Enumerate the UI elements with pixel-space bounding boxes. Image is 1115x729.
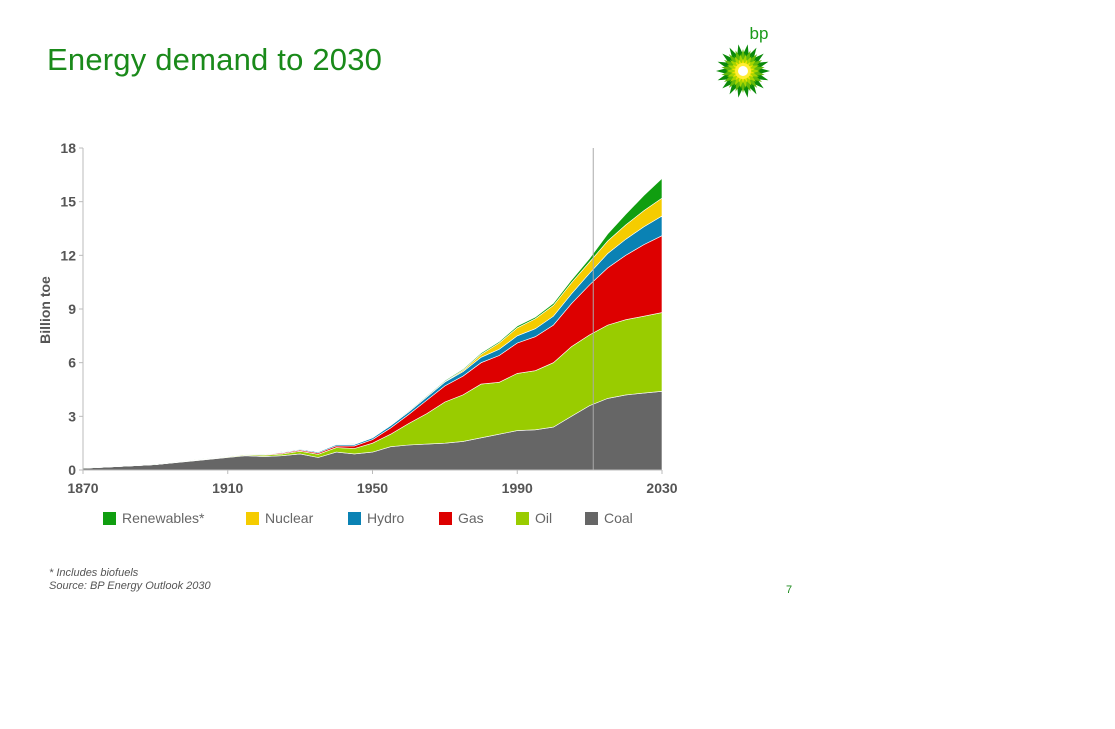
x-tick-label: 1910 <box>212 480 243 496</box>
stacked-area-layer <box>82 177 663 471</box>
legend-item-renewables: Renewables* <box>103 510 205 526</box>
x-tick-label: 2030 <box>646 480 677 496</box>
chart-legend: Renewables* Nuclear Hydro Gas Oil Coal <box>103 510 633 526</box>
legend-item-coal: Coal <box>585 510 633 526</box>
area-renewables <box>82 177 663 469</box>
footnote-block: * Includes biofuels Source: BP Energy Ou… <box>49 567 211 593</box>
y-tick-label: 9 <box>68 301 76 317</box>
legend-swatch <box>516 512 529 525</box>
legend-swatch <box>439 512 452 525</box>
helios-center <box>738 66 748 76</box>
source-text: Source: BP Energy Outlook 2030 <box>49 580 211 592</box>
y-tick-label: 12 <box>60 247 76 263</box>
legend-item-nuclear: Nuclear <box>246 510 314 526</box>
legend-label: Hydro <box>367 510 405 526</box>
legend-label: Oil <box>535 510 552 526</box>
x-tick-label: 1870 <box>67 480 98 496</box>
x-tick-label: 1990 <box>502 480 533 496</box>
y-tick-label: 0 <box>68 462 76 478</box>
page-number: 7 <box>786 584 793 596</box>
footnote-text: * Includes biofuels <box>49 567 139 579</box>
legend-item-oil: Oil <box>516 510 552 526</box>
bp-helios-logo-icon: bp <box>716 24 770 98</box>
y-tick-label: 18 <box>60 140 76 156</box>
page-title: Energy demand to 2030 <box>47 42 383 77</box>
legend-label: Gas <box>458 510 484 526</box>
logo-wordmark: bp <box>750 24 769 43</box>
legend-swatch <box>585 512 598 525</box>
legend-swatch <box>246 512 259 525</box>
legend-swatch <box>103 512 116 525</box>
y-tick-label: 3 <box>68 408 76 424</box>
legend-item-gas: Gas <box>439 510 484 526</box>
x-tick-label: 1950 <box>357 480 388 496</box>
y-tick-label: 15 <box>60 194 76 210</box>
y-axis-label: Billion toe <box>37 276 53 344</box>
y-tick-label: 6 <box>68 355 76 371</box>
legend-swatch <box>348 512 361 525</box>
legend-label: Nuclear <box>265 510 314 526</box>
legend-item-hydro: Hydro <box>348 510 405 526</box>
chart-axes: 0 3 6 9 12 15 18 1870 1910 1950 1990 2030 <box>60 140 677 496</box>
legend-label: Renewables* <box>122 510 205 526</box>
legend-label: Coal <box>604 510 633 526</box>
